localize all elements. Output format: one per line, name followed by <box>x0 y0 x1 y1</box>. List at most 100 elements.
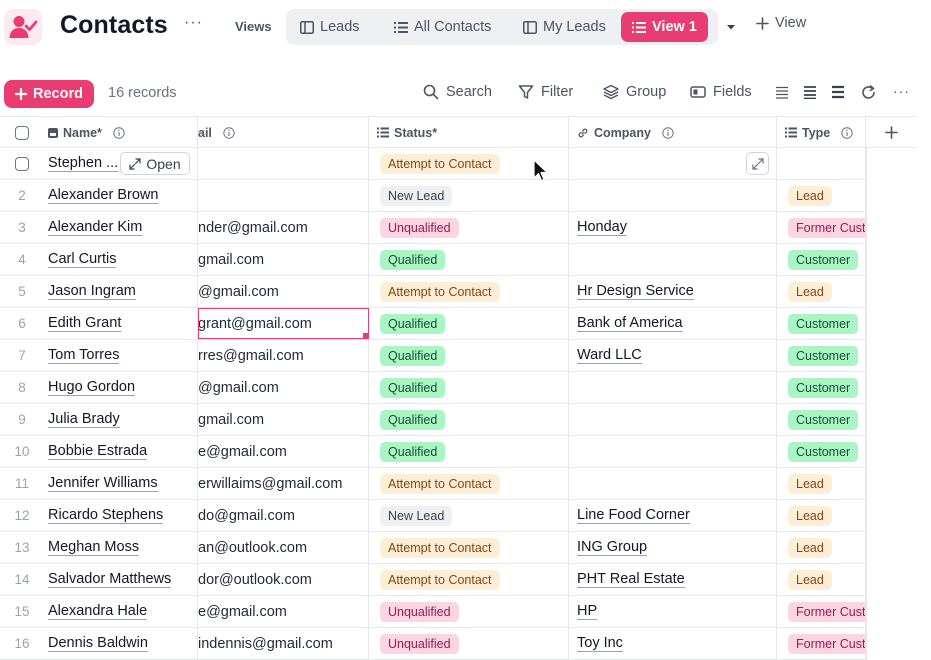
status-cell[interactable]: Attempt to Contact <box>369 468 569 499</box>
open-record-button[interactable]: Open <box>120 152 190 175</box>
status-cell[interactable]: Qualified <box>369 340 569 371</box>
email-cell[interactable]: nder@gmail.com <box>198 212 369 243</box>
type-cell[interactable]: Former Cust <box>777 212 866 243</box>
info-icon[interactable] <box>223 126 235 139</box>
name-cell[interactable]: Salvador Matthews <box>44 564 198 595</box>
column-header-name[interactable]: Name* <box>44 117 198 148</box>
table-row[interactable]: 14 Salvador Matthews dor@outlook.com Attemp… <box>0 564 866 596</box>
company-link[interactable]: Ward LLC <box>577 347 642 364</box>
table-row[interactable]: 4 Carl Curtis gmail.com Qualified Customer <box>0 244 866 276</box>
name-cell[interactable]: Bobbie Estrada <box>44 436 198 467</box>
company-link[interactable]: Toy Inc <box>577 635 623 652</box>
company-link[interactable]: Honday <box>577 219 627 236</box>
company-cell[interactable]: Hr Design Service <box>569 276 777 307</box>
reload-button[interactable] <box>861 85 876 105</box>
type-cell[interactable]: Customer <box>777 404 866 435</box>
company-cell[interactable]: Bank of America <box>569 308 777 339</box>
type-cell[interactable]: Customer <box>777 340 866 371</box>
expand-cell-button[interactable] <box>746 152 769 175</box>
table-row[interactable]: 11 Jennifer Williams erwillaims@gmail.com A… <box>0 468 866 500</box>
column-header-type[interactable]: Type <box>777 117 866 148</box>
name-cell[interactable]: Jason Ingram <box>44 276 198 307</box>
table-row[interactable]: 12 Ricardo Stephens do@gmail.com New Lead Li… <box>0 500 866 532</box>
email-cell[interactable]: dor@outlook.com <box>198 564 369 595</box>
views-dropdown-button[interactable] <box>725 19 737 37</box>
company-cell[interactable] <box>569 404 777 435</box>
status-cell[interactable]: Qualified <box>369 436 569 467</box>
fill-handle[interactable] <box>363 333 369 339</box>
name-cell[interactable]: Hugo Gordon <box>44 372 198 403</box>
name-cell[interactable]: Alexandra Hale <box>44 596 198 627</box>
column-header-email[interactable]: ail <box>198 117 369 148</box>
email-cell[interactable]: erwillaims@gmail.com <box>198 468 369 499</box>
type-cell[interactable]: Lead <box>777 468 866 499</box>
add-record-button[interactable]: Record <box>4 80 94 108</box>
name-cell[interactable]: Edith Grant <box>44 308 198 339</box>
type-cell[interactable]: Lead <box>777 276 866 307</box>
company-link[interactable]: PHT Real Estate <box>577 571 685 588</box>
type-cell[interactable]: Former Cust <box>777 628 866 659</box>
info-icon[interactable] <box>113 126 125 139</box>
email-cell[interactable] <box>198 180 369 211</box>
group-button[interactable]: Group <box>603 84 666 100</box>
column-header-company[interactable]: Company <box>569 117 777 148</box>
email-cell[interactable]: @gmail.com <box>198 372 369 403</box>
company-cell[interactable]: Toy Inc <box>569 628 777 659</box>
name-cell[interactable]: Dennis Baldwin <box>44 628 198 659</box>
company-link[interactable]: Hr Design Service <box>577 283 694 300</box>
table-row[interactable]: 5 Jason Ingram @gmail.com Attempt to Contac… <box>0 276 866 308</box>
name-cell[interactable]: Carl Curtis <box>44 244 198 275</box>
status-cell[interactable]: Unqualified <box>369 212 569 243</box>
status-cell[interactable]: Qualified <box>369 308 569 339</box>
type-cell[interactable] <box>777 148 866 179</box>
company-cell[interactable] <box>569 468 777 499</box>
type-cell[interactable]: Customer <box>777 436 866 467</box>
type-cell[interactable]: Lead <box>777 500 866 531</box>
email-cell[interactable]: an@outlook.com <box>198 532 369 563</box>
email-cell[interactable]: gmail.com <box>198 404 369 435</box>
fields-button[interactable]: Fields <box>690 84 752 100</box>
add-column-button[interactable] <box>866 117 916 148</box>
more-icon[interactable]: ··· <box>893 83 910 99</box>
tab-view-1[interactable]: View 1 <box>621 12 708 42</box>
email-cell[interactable]: grant@gmail.com <box>198 308 369 339</box>
company-cell[interactable]: ING Group <box>569 532 777 563</box>
row-height-medium-button[interactable] <box>803 85 817 104</box>
type-cell[interactable]: Lead <box>777 564 866 595</box>
company-cell[interactable]: Line Food Corner <box>569 500 777 531</box>
status-cell[interactable]: Attempt to Contact <box>369 148 569 179</box>
status-cell[interactable]: Qualified <box>369 372 569 403</box>
email-cell[interactable]: e@gmail.com <box>198 436 369 467</box>
type-cell[interactable]: Lead <box>777 180 866 211</box>
status-cell[interactable]: Attempt to Contact <box>369 564 569 595</box>
info-icon[interactable] <box>841 126 853 139</box>
company-link[interactable]: Line Food Corner <box>577 507 690 524</box>
email-cell[interactable]: rres@gmail.com <box>198 340 369 371</box>
name-cell[interactable]: Tom Torres <box>44 340 198 371</box>
column-header-status[interactable]: Status* <box>369 117 569 148</box>
table-row[interactable]: 6 Edith Grant grant@gmail.com Qualified Bank… <box>0 308 866 340</box>
table-row[interactable]: 2 Alexander Brown New Lead Lead <box>0 180 866 212</box>
type-cell[interactable]: Customer <box>777 372 866 403</box>
company-cell[interactable] <box>569 436 777 467</box>
name-cell[interactable]: Alexander Brown <box>44 180 198 211</box>
info-icon[interactable] <box>662 126 674 139</box>
email-cell[interactable] <box>198 148 369 179</box>
type-cell[interactable]: Lead <box>777 532 866 563</box>
name-cell[interactable]: Jennifer Williams <box>44 468 198 499</box>
row-height-short-button[interactable] <box>775 85 789 104</box>
email-cell[interactable]: @gmail.com <box>198 276 369 307</box>
select-all-checkbox[interactable] <box>15 125 29 140</box>
status-cell[interactable]: Unqualified <box>369 596 569 627</box>
table-row[interactable]: 10 Bobbie Estrada e@gmail.com Qualified Cust… <box>0 436 866 468</box>
table-row[interactable]: 13 Meghan Moss an@outlook.com Attempt to Co… <box>0 532 866 564</box>
name-cell[interactable]: Meghan Moss <box>44 532 198 563</box>
add-view-button[interactable]: View <box>756 15 806 31</box>
company-cell[interactable]: Honday <box>569 212 777 243</box>
tab-all-contacts[interactable]: All Contacts <box>394 12 491 42</box>
table-row[interactable]: 15 Alexandra Hale e@gmail.com Unqualified HP… <box>0 596 866 628</box>
company-cell[interactable]: Ward LLC <box>569 340 777 371</box>
email-cell[interactable]: e@gmail.com <box>198 596 369 627</box>
company-link[interactable]: HP <box>577 603 598 620</box>
company-cell[interactable] <box>569 148 777 179</box>
